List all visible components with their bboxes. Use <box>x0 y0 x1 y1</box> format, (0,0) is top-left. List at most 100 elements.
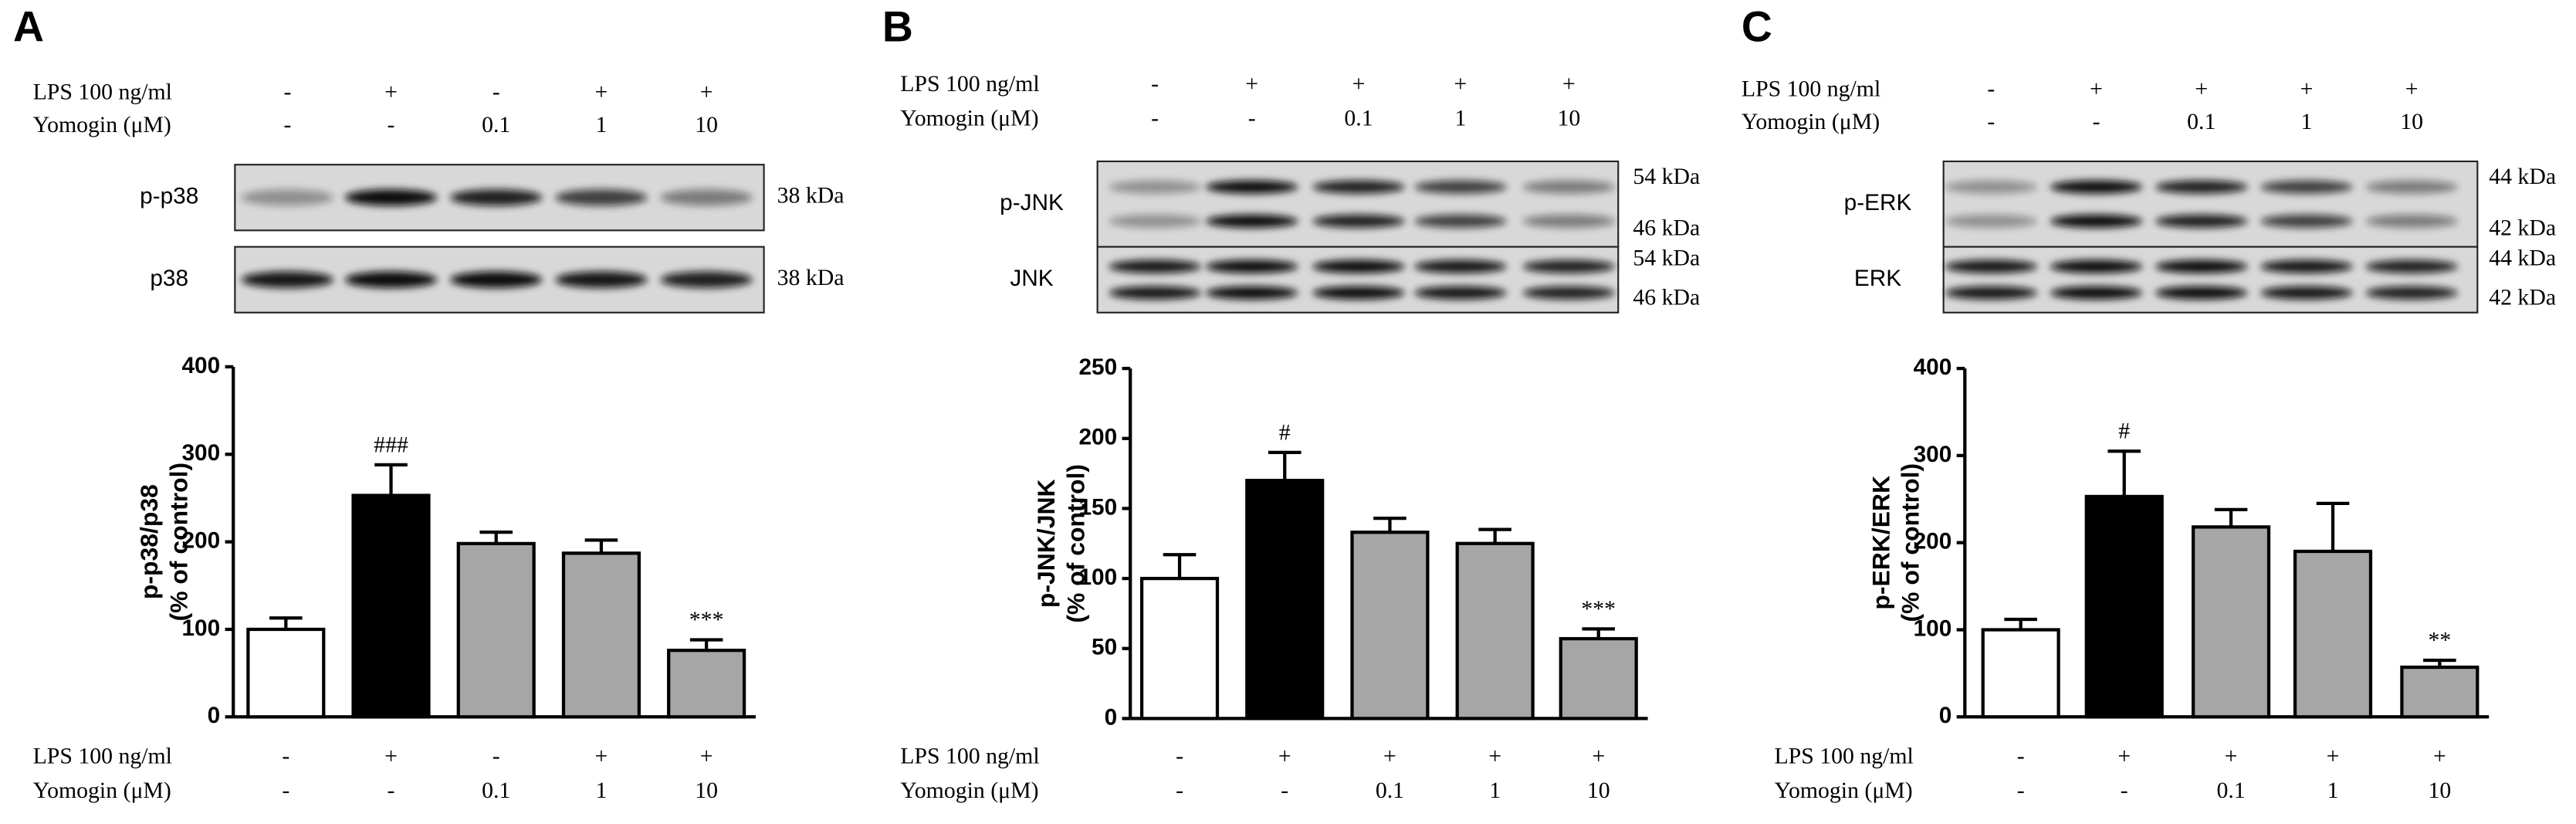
treatment-value: 10 <box>695 112 718 137</box>
bar <box>1245 479 1325 721</box>
bar <box>1455 541 1535 721</box>
blot-band <box>344 189 438 206</box>
y-tick-label: 50 <box>1092 635 1117 660</box>
treatment-label: Yomogin (μM) <box>900 106 1038 131</box>
significance: # <box>2118 419 2130 444</box>
treatment-value: + <box>384 80 398 105</box>
treatment-value: + <box>2225 743 2238 768</box>
blot-band <box>1206 214 1298 228</box>
significance: *** <box>1581 596 1616 622</box>
kda-label: 54 kDa <box>1633 245 1700 270</box>
treatment-value: + <box>1488 743 1501 768</box>
bar <box>2192 525 2271 719</box>
blot-band <box>1109 259 1201 273</box>
blot-band <box>1312 259 1405 273</box>
y-tick-label: 400 <box>1914 354 1952 380</box>
blot-band <box>2260 259 2353 273</box>
kda-label: 44 kDa <box>2489 164 2556 189</box>
treatment-value: + <box>1562 71 1576 97</box>
kda-label: 38 kDa <box>777 183 845 209</box>
treatment-label: Yomogin (μM) <box>900 778 1038 803</box>
y-axis-label: (% of control) <box>1897 463 1924 622</box>
significance: *** <box>689 607 724 632</box>
blot <box>1096 160 1620 248</box>
blot-band <box>1945 180 2037 194</box>
treatment-value: - <box>388 112 395 137</box>
treatment-value: + <box>2405 76 2419 101</box>
treatment-value: - <box>1176 778 1183 803</box>
treatment-value: + <box>1383 743 1396 768</box>
blot-band <box>2050 286 2143 300</box>
blot-band <box>2260 180 2353 194</box>
treatment-value: - <box>283 112 291 137</box>
y-tick-label: 0 <box>208 703 221 728</box>
blot-band <box>1945 286 2037 300</box>
treatment-value: + <box>2090 76 2103 101</box>
treatment-value: - <box>1987 109 1995 134</box>
blot-band <box>2155 259 2248 273</box>
kda-label: 46 kDa <box>1633 285 1700 310</box>
kda-label: 54 kDa <box>1633 164 1700 189</box>
treatment-value: + <box>2433 743 2446 768</box>
blot-band <box>1522 286 1616 300</box>
blot-band <box>1312 180 1405 194</box>
blot-band <box>2365 286 2458 300</box>
treatment-value: + <box>2327 743 2340 768</box>
blot-band <box>1522 214 1616 228</box>
y-axis-label: p-p38/p38 <box>135 484 163 599</box>
blot <box>1096 246 1620 314</box>
treatment-label: Yomogin (μM) <box>33 778 171 803</box>
treatment-label: LPS 100 ng/ml <box>33 743 172 768</box>
blot-band <box>1522 259 1616 273</box>
treatment-value: + <box>595 80 608 105</box>
panel: B LPS 100 ng/ml LPS 100 ng/ml - - + + + + + + + + Yom… <box>882 2 1700 803</box>
treatment-value: 10 <box>1558 106 1581 131</box>
treatment-value: + <box>700 743 713 768</box>
kda-label: 46 kDa <box>1633 215 1700 240</box>
blot-band <box>1206 259 1298 273</box>
y-axis-label: (% of control) <box>1062 464 1090 623</box>
panel-letter: B <box>882 2 913 50</box>
treatment-value: - <box>1151 71 1159 97</box>
treatment-label: LPS 100 ng/ml <box>1774 743 1913 768</box>
blot-band <box>344 271 438 288</box>
treatment-value: 1 <box>2301 109 2313 134</box>
treatment-label: LPS 100 ng/ml <box>900 743 1039 768</box>
blot-label: p-ERK <box>1844 190 1912 215</box>
blot-band <box>1312 286 1405 300</box>
y-tick-label: 0 <box>1939 703 1952 728</box>
bar <box>456 541 536 719</box>
treatment-value: + <box>2117 743 2131 768</box>
bar <box>1350 531 1430 721</box>
blot-band <box>660 189 753 206</box>
y-tick-label: 300 <box>1914 442 1952 467</box>
blot-band <box>555 189 648 206</box>
treatment-value: 0.1 <box>1376 778 1404 803</box>
blot-band <box>450 271 543 288</box>
y-tick-label: 200 <box>1078 425 1117 450</box>
bar <box>1139 576 1220 721</box>
blot-band <box>2050 259 2143 273</box>
blot-band <box>1206 180 1298 194</box>
treatment-value: - <box>2017 778 2025 803</box>
blot <box>1942 246 2479 314</box>
blot-band <box>555 271 648 288</box>
bar <box>246 627 326 719</box>
blot-label: p38 <box>150 266 188 291</box>
blot-band <box>1414 286 1507 300</box>
blot-band <box>1414 180 1507 194</box>
bar <box>2400 665 2480 719</box>
bar <box>2084 494 2164 719</box>
bar <box>667 649 746 719</box>
treatment-value: - <box>1248 106 1256 131</box>
y-tick-label: 300 <box>181 440 220 466</box>
blot-band <box>1109 214 1201 228</box>
treatment-value: 10 <box>1587 778 1610 803</box>
treatment-value: 10 <box>695 778 718 803</box>
treatment-value: + <box>2195 76 2208 101</box>
treatment-value: + <box>1352 71 1366 97</box>
y-tick-label: 200 <box>1914 529 1952 554</box>
blot-band <box>2365 214 2458 228</box>
y-tick-label: 150 <box>1078 494 1117 520</box>
treatment-value: - <box>282 743 289 768</box>
